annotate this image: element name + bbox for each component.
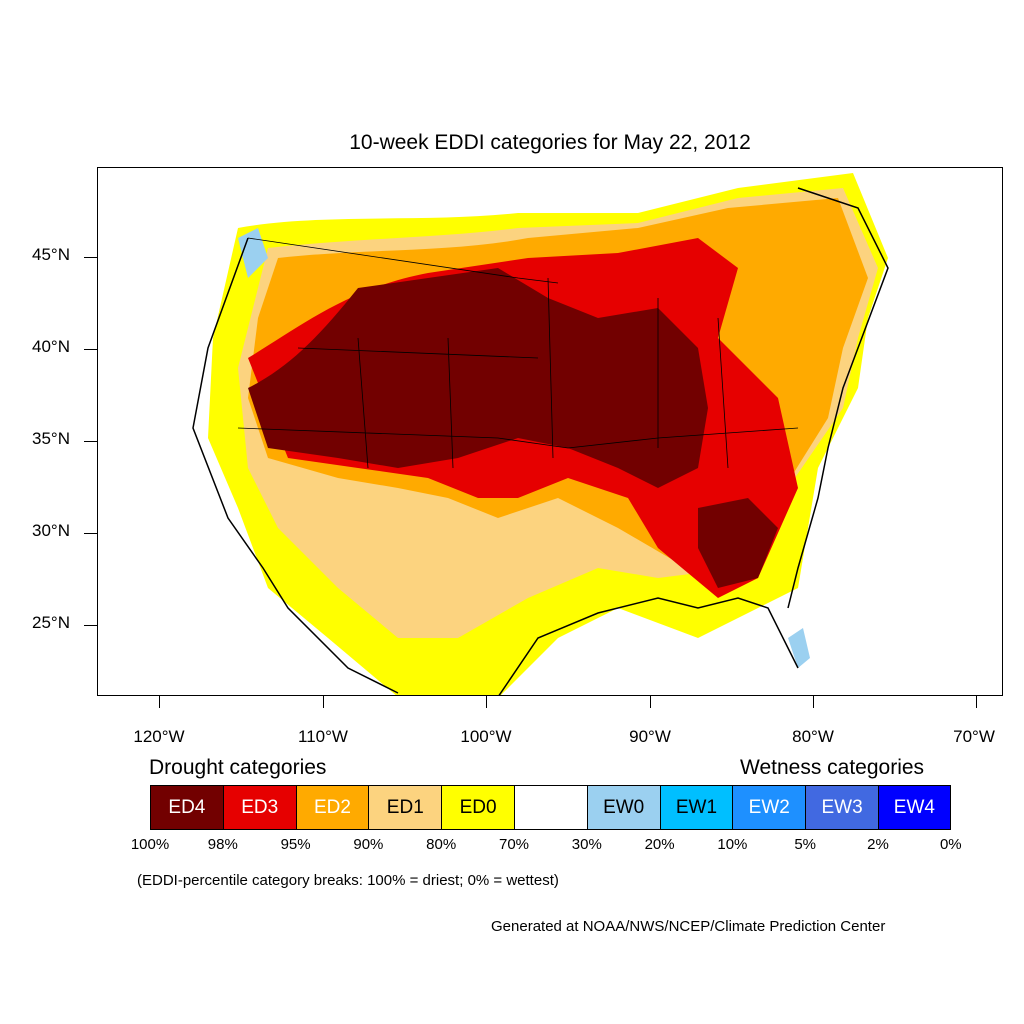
legend-swatch-normal (513, 785, 587, 830)
x-tick-100w (486, 696, 487, 708)
legend-swatch-ew3: EW3 (805, 785, 878, 830)
legend-swatch-ed1: ED1 (368, 785, 442, 830)
x-tick-label-80w: 80°W (792, 727, 834, 746)
x-tick-label-110w: 110°W (298, 727, 348, 746)
y-tick-label-40n: 40°N (32, 337, 70, 356)
map-region-ed4-southeast (698, 498, 778, 588)
x-tick-label-120w: 120°W (133, 727, 185, 746)
map-title: 10-week EDDI categories for May 22, 2012 (349, 131, 751, 154)
legend-percentile-label: 100% (130, 836, 170, 853)
state-borders (237, 237, 799, 469)
y-tick-label-30n: 30°N (32, 521, 70, 540)
x-tick-label-70w: 70°W (953, 727, 995, 746)
legend-swatch-ed3: ED3 (222, 785, 296, 830)
map-region-ew-northwest (238, 228, 268, 278)
legend-percentile-label: 20% (644, 836, 675, 853)
legend-percentile-label: 70% (498, 836, 530, 853)
legend-percentile-label: 0% (939, 836, 962, 853)
eddi-map-canvas (192, 173, 889, 695)
legend-swatch-ed4: ED4 (150, 785, 223, 830)
legend-swatch-ed2: ED2 (295, 785, 369, 830)
y-tick-label-25n: 25°N (32, 613, 70, 632)
eddi-map (97, 167, 1003, 696)
x-tick-70w (976, 696, 977, 708)
legend-swatch-ew0: EW0 (586, 785, 660, 830)
legend-percentile-label: 30% (571, 836, 602, 853)
legend-percentile-label: 2% (867, 836, 889, 853)
x-tick-110w (323, 696, 324, 708)
legend-percentile-label: 80% (426, 836, 457, 853)
map-region-ew-florida (788, 628, 810, 668)
drought-categories-label: Drought categories (149, 756, 327, 779)
x-tick-label-100w: 100°W (460, 727, 512, 746)
y-tick-30n (84, 533, 97, 534)
y-tick-40n (84, 349, 97, 350)
legend-colorbar: ED4 ED3 ED2 ED1 ED0 EW0 EW1 EW2 EW3 EW4 (150, 785, 951, 830)
category-breaks-note: (EDDI-percentile category breaks: 100% =… (137, 872, 559, 889)
legend-swatch-ew1: EW1 (659, 785, 733, 830)
wetness-categories-label: Wetness categories (740, 756, 925, 779)
y-tick-label-35n: 35°N (32, 429, 70, 448)
y-tick-35n (84, 441, 97, 442)
credit-line: Generated at NOAA/NWS/NCEP/Climate Predi… (491, 918, 886, 935)
x-tick-label-90w: 90°W (629, 727, 671, 746)
legend-percentile-label: 98% (207, 836, 238, 853)
legend-percentile-label: 90% (353, 836, 384, 853)
x-tick-80w (813, 696, 814, 708)
y-tick-45n (84, 257, 97, 258)
legend-swatch-ed0: ED0 (441, 785, 514, 830)
y-tick-label-45n: 45°N (32, 245, 70, 264)
legend-percentile-label: 5% (794, 836, 817, 853)
y-tick-25n (84, 625, 97, 626)
coastline-outline (192, 187, 889, 695)
x-tick-90w (650, 696, 651, 708)
legend-swatch-ew2: EW2 (732, 785, 806, 830)
legend-percentile-label: 10% (717, 836, 748, 853)
legend-swatch-ew4: EW4 (877, 785, 951, 830)
legend-percentile-label: 95% (280, 836, 311, 853)
x-tick-120w (159, 696, 160, 708)
